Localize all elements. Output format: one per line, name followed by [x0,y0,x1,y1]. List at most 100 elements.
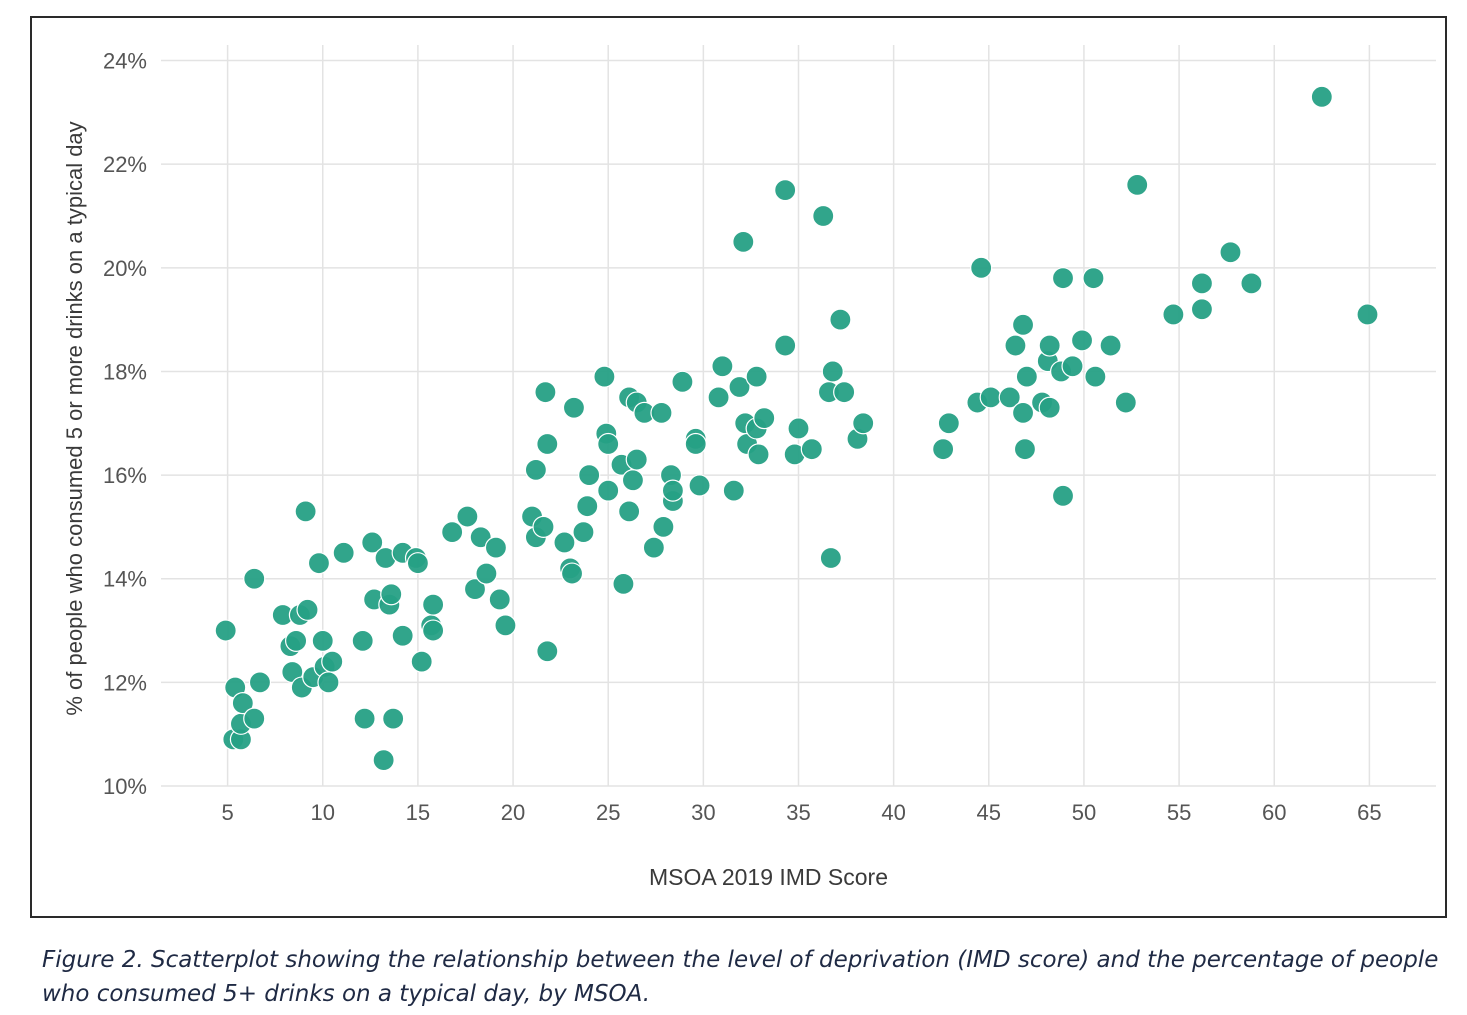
data-point [372,748,395,772]
data-point [380,583,403,606]
data-point [800,438,823,461]
y-tick-label: 12% [103,670,147,695]
data-point [1011,313,1035,336]
data-point [979,386,1002,409]
data-point [463,577,487,601]
scatter-chart: 5 10 15 20 25 30 35 40 45 50 55 60 65 10% 12% 14% 16% 18… [62,45,1436,890]
data-point [441,520,464,544]
data-point [572,520,595,544]
data-point [494,614,517,637]
chart-frame: 5 10 15 20 25 30 35 40 45 50 55 60 65 10% 12% 14% 16% 18… [30,16,1447,918]
y-tick-label: 22% [103,152,147,177]
data-point [1162,303,1185,326]
data-point [469,526,492,549]
data-point [248,671,272,694]
x-axis-label: MSOA 2019 IMD Score [649,864,888,890]
y-tick-label: 14% [103,567,147,592]
data-point [1038,396,1061,419]
data-point [332,541,355,564]
data-point [937,412,960,435]
data-point [1190,272,1214,295]
x-tick-label: 10 [311,800,335,825]
data-point [1051,484,1075,507]
y-tick-label: 24% [103,49,147,74]
data-point [406,552,430,575]
data-point [833,381,856,404]
data-point [475,562,498,585]
data-point [1190,298,1214,321]
y-axis-label: % of people who consumed 5 or more drink… [62,121,87,715]
data-point [536,432,559,456]
data-point [625,448,648,471]
x-tick-label: 15 [406,800,430,825]
data-point [422,593,445,616]
data-point [488,588,511,611]
data-point [722,479,745,502]
x-tick-label: 55 [1167,800,1191,825]
data-point [597,432,620,456]
data-point [321,650,344,673]
data-point [618,500,641,523]
x-tick-label: 45 [977,800,1001,825]
data-point [524,458,547,482]
x-tick-label: 40 [881,800,905,825]
data-point [285,629,308,653]
data-point [532,515,555,539]
y-tick-label: 18% [103,359,147,384]
data-point [294,500,317,523]
data-point [1310,85,1333,108]
data-point [351,629,374,653]
x-axis-ticks: 5 10 15 20 25 30 35 40 45 50 55 60 65 [221,800,1381,825]
data-point [1038,334,1061,357]
data-point [560,562,584,585]
data-point [671,370,694,393]
x-tick-label: 35 [786,800,810,825]
data-point [852,412,875,435]
data-point [353,707,376,730]
data-point [745,365,768,388]
x-tick-label: 50 [1072,800,1096,825]
data-point [391,624,414,647]
data-point [1084,365,1107,388]
data-point [534,381,557,404]
data-point [422,619,445,642]
data-point [661,479,685,502]
data-point [821,360,844,383]
data-point [747,443,770,466]
x-tick-label: 65 [1357,800,1381,825]
data-point [456,505,479,528]
data-point [998,386,1021,409]
y-tick-label: 10% [103,774,147,799]
data-point [1051,267,1075,290]
data-point [578,463,601,487]
data-point [684,432,707,456]
data-point [231,691,254,715]
data-point [774,178,797,202]
data-point [243,707,266,730]
x-tick-label: 30 [691,800,715,825]
data-point [553,531,576,554]
data-point [652,515,675,539]
data-point [361,531,384,554]
data-point [1114,391,1137,414]
data-point [382,707,405,730]
data-point [1015,365,1038,388]
data-point [1099,334,1122,357]
data-point [728,375,751,399]
data-point [1356,303,1379,326]
data-point [642,536,665,559]
data-point [311,629,334,653]
data-point [819,546,842,570]
data-point [562,396,586,419]
data-point [612,572,635,596]
data-point [410,650,433,673]
x-tick-label: 20 [501,800,525,825]
y-tick-label: 20% [103,256,147,281]
data-point [1126,173,1149,197]
data-point [536,640,559,663]
data-point [688,474,711,497]
data-point [970,256,993,279]
data-point [650,401,673,425]
data-point [597,479,620,502]
data-point [1070,329,1094,352]
